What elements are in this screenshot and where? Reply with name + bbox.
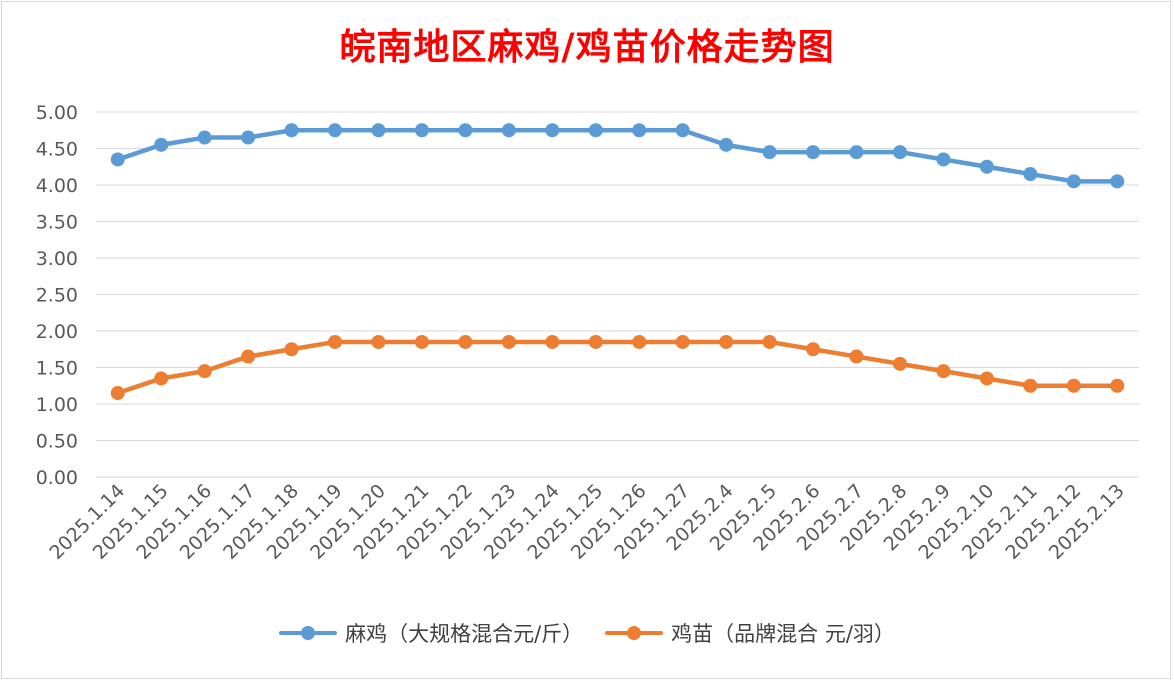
data-point-series-0	[632, 123, 647, 138]
data-point-series-0	[719, 137, 734, 152]
data-point-series-1	[632, 334, 647, 349]
y-tick-label: 4.50	[36, 139, 78, 161]
y-tick-label: 2.50	[36, 285, 78, 307]
legend-label-series-1: 鸡苗（品牌混合 元/羽）	[671, 622, 895, 646]
legend: 麻鸡（大规格混合元/斤） 鸡苗（品牌混合 元/羽）	[0, 618, 1174, 648]
legend-marker	[627, 626, 642, 640]
data-point-series-0	[328, 123, 343, 138]
data-point-series-1	[979, 371, 994, 386]
data-point-series-0	[849, 145, 864, 160]
y-tick-label: 1.00	[36, 394, 78, 416]
data-point-series-0	[110, 152, 125, 167]
series-line-0	[115, 128, 1120, 184]
data-point-series-0	[545, 123, 560, 138]
data-point-series-1	[110, 386, 125, 401]
data-point-series-0	[284, 123, 299, 138]
data-point-series-0	[371, 123, 386, 138]
data-point-series-0	[197, 130, 212, 145]
y-tick-label: 4.00	[36, 175, 78, 197]
data-point-series-0	[1023, 167, 1038, 182]
legend-swatch-series-1	[605, 623, 664, 643]
data-point-series-0	[414, 123, 429, 138]
data-point-series-0	[936, 152, 951, 167]
data-point-series-1	[588, 334, 603, 349]
data-point-series-1	[284, 342, 299, 357]
legend-swatch-series-0	[279, 623, 338, 643]
data-point-series-1	[806, 342, 821, 357]
legend-item-series-1: 鸡苗（品牌混合 元/羽）	[605, 618, 895, 648]
data-point-series-1	[675, 334, 690, 349]
data-point-series-1	[849, 349, 864, 364]
y-tick-label: 2.00	[36, 321, 78, 343]
data-point-series-0	[762, 145, 777, 160]
data-point-series-0	[979, 159, 994, 174]
legend-label-series-0: 麻鸡（大规格混合元/斤）	[345, 622, 584, 646]
y-tick-label: 5.00	[36, 102, 78, 124]
data-point-series-0	[241, 130, 256, 145]
data-point-series-0	[1110, 174, 1125, 189]
chart-title: 皖南地区麻鸡/鸡苗价格走势图	[339, 26, 835, 68]
data-point-series-0	[1066, 174, 1081, 189]
data-point-series-1	[936, 364, 951, 379]
y-tick-label: 3.50	[36, 212, 78, 234]
data-point-series-1	[241, 349, 256, 364]
data-point-series-1	[501, 334, 516, 349]
data-point-series-0	[154, 137, 169, 152]
data-point-series-1	[1023, 378, 1038, 393]
data-point-series-1	[892, 356, 907, 371]
data-point-series-1	[545, 334, 560, 349]
y-tick-label: 0.50	[36, 431, 78, 453]
data-point-series-1	[197, 364, 212, 379]
data-point-series-0	[892, 145, 907, 160]
data-point-series-1	[414, 334, 429, 349]
data-point-series-1	[1110, 378, 1125, 393]
y-tick-label: 3.00	[36, 248, 78, 270]
data-point-series-1	[1066, 378, 1081, 393]
y-tick-label: 1.50	[36, 358, 78, 380]
data-point-series-1	[154, 371, 169, 386]
data-point-series-0	[675, 123, 690, 138]
series-line-1	[115, 339, 1120, 396]
data-point-series-1	[719, 334, 734, 349]
data-point-series-1	[371, 334, 386, 349]
data-point-series-1	[328, 334, 343, 349]
legend-marker	[301, 626, 316, 640]
data-point-series-1	[458, 334, 473, 349]
y-tick-label: 0.00	[36, 467, 78, 489]
legend-item-series-0: 麻鸡（大规格混合元/斤）	[279, 618, 583, 648]
data-point-series-0	[588, 123, 603, 138]
data-point-series-0	[458, 123, 473, 138]
data-point-series-0	[501, 123, 516, 138]
data-point-series-1	[762, 334, 777, 349]
data-point-series-0	[806, 145, 821, 160]
